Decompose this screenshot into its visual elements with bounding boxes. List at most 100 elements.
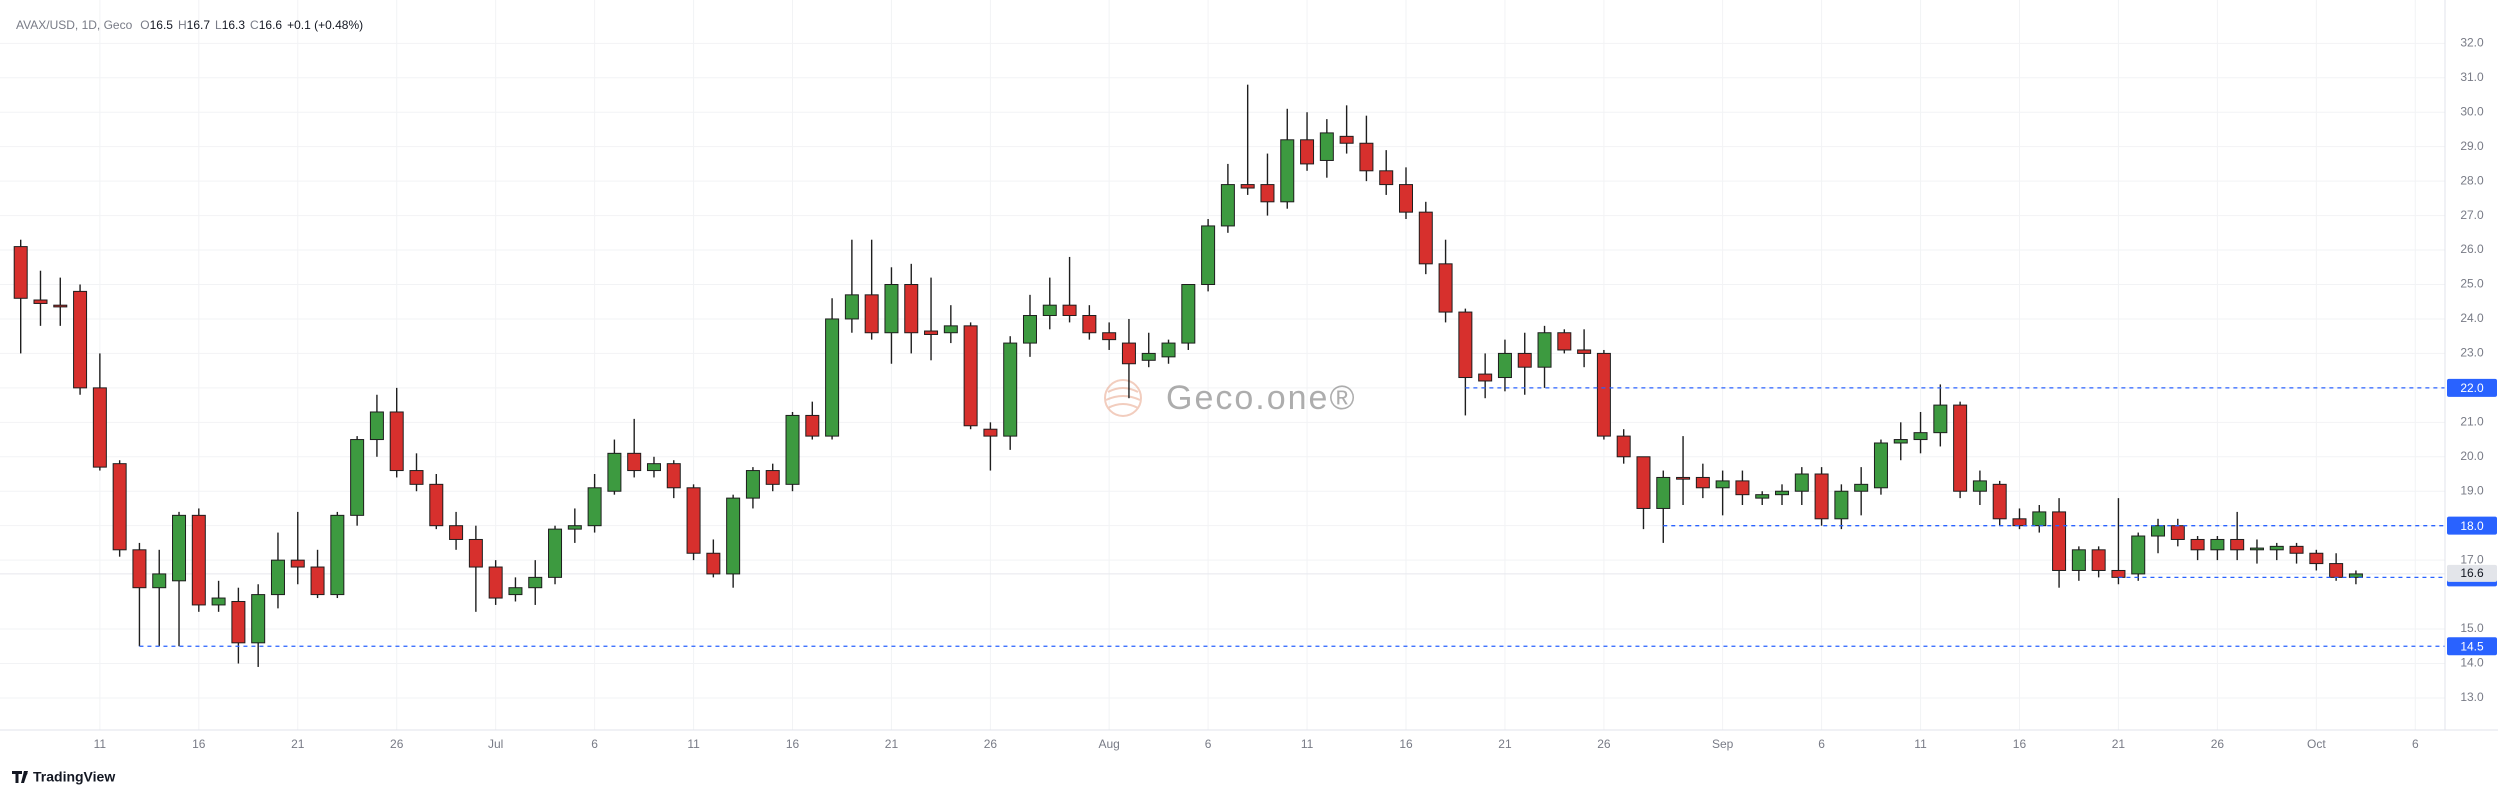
candle-body xyxy=(211,597,226,606)
candle-body xyxy=(2190,538,2205,551)
candle-body xyxy=(1359,142,1374,172)
candle-body xyxy=(983,428,998,437)
candle-body xyxy=(1913,432,1928,441)
x-tick-label: 16 xyxy=(1399,737,1413,751)
candle-body xyxy=(1240,184,1255,189)
candle-body xyxy=(1695,476,1710,489)
y-tick-label: 13.0 xyxy=(2460,690,2484,704)
y-tick-label: 17.0 xyxy=(2460,552,2484,566)
candle-body xyxy=(2230,538,2245,551)
candle-body xyxy=(1418,211,1433,265)
candle-body xyxy=(409,470,424,485)
candle-body xyxy=(1972,480,1987,492)
candle-body xyxy=(1181,284,1196,344)
y-tick-label: 28.0 xyxy=(2460,173,2484,187)
candle-body xyxy=(686,487,701,554)
candle-body xyxy=(1121,342,1136,365)
brand-logo xyxy=(12,771,28,783)
candle-body xyxy=(1082,315,1097,334)
candle-body xyxy=(2309,552,2324,565)
x-tick-label: 11 xyxy=(1301,737,1314,751)
candle-body xyxy=(270,559,285,596)
candle-body xyxy=(172,514,187,582)
candle-body xyxy=(1814,473,1829,520)
candle-body xyxy=(1834,490,1849,520)
candle-body xyxy=(1755,494,1770,499)
candle-body xyxy=(805,414,820,437)
x-tick-label: 21 xyxy=(885,737,899,751)
candle-body xyxy=(33,299,48,304)
candle-body xyxy=(1062,304,1077,317)
candle-body xyxy=(943,325,958,334)
candle-body xyxy=(53,304,68,308)
change: +0.1 (+0.48%) xyxy=(287,18,363,32)
x-tick-label: 26 xyxy=(1597,737,1611,751)
candle-body xyxy=(1636,456,1651,509)
candle-body xyxy=(2131,535,2146,575)
y-tick-label: 29.0 xyxy=(2460,139,2484,153)
candle-body xyxy=(548,528,563,578)
last-price-label: 16.6 xyxy=(2460,566,2484,580)
candle-body xyxy=(2348,573,2363,578)
y-tick-label: 24.0 xyxy=(2460,311,2484,325)
candle-body xyxy=(1022,315,1037,344)
x-tick-label: 11 xyxy=(1914,737,1927,751)
candle-body xyxy=(2170,525,2185,540)
candle-body xyxy=(488,566,503,599)
candle-body xyxy=(1478,373,1493,382)
candle-body xyxy=(2210,538,2225,551)
candle-body xyxy=(191,514,206,606)
last-price-tag xyxy=(2447,564,2497,582)
candle-body xyxy=(231,600,246,644)
candle-body xyxy=(1893,439,1908,444)
y-tick-label: 25.0 xyxy=(2460,277,2484,291)
x-tick-label: Sep xyxy=(1712,737,1734,751)
candle-body xyxy=(2091,549,2106,571)
candle-body xyxy=(1379,170,1394,186)
candle-body xyxy=(1260,184,1275,203)
price-tag-label: 18.0 xyxy=(2460,519,2484,533)
symbol: AVAX/USD, 1D, Geco xyxy=(16,18,133,32)
candle-body xyxy=(1220,184,1235,227)
x-tick-label: 21 xyxy=(291,737,305,751)
ohlc-value: 16.3 xyxy=(222,18,246,32)
candle-body xyxy=(1201,225,1216,286)
candle-body xyxy=(567,525,582,530)
candle-body xyxy=(844,294,859,320)
x-tick-label: 6 xyxy=(2412,737,2419,751)
price-tag xyxy=(2447,637,2497,656)
candle-body xyxy=(2052,511,2067,571)
header: AVAX/USD, 1D, Geco O16.5 H16.7 L16.3 C16.6 +0… xyxy=(16,18,363,32)
candle-body xyxy=(1953,404,1968,492)
candle-body xyxy=(1438,263,1453,313)
candle-body xyxy=(745,470,760,499)
candle-body xyxy=(1775,490,1790,496)
x-tick-label: 21 xyxy=(1498,737,1512,751)
candle-body xyxy=(1596,352,1611,437)
x-tick-label: 16 xyxy=(192,737,206,751)
candle-body xyxy=(290,559,305,568)
candle-body xyxy=(627,452,642,472)
plot xyxy=(13,84,2445,667)
ohlc-value: 16.5 xyxy=(150,18,174,32)
candle-body xyxy=(1656,476,1671,509)
candle-body xyxy=(2249,547,2264,551)
x-tick-label: 26 xyxy=(2211,737,2225,751)
candle-body xyxy=(2289,545,2304,554)
watermark-text: Geco.one® xyxy=(1166,379,1357,417)
candle-body xyxy=(2111,569,2126,578)
candle-body xyxy=(1319,132,1334,161)
candle-body xyxy=(1735,480,1750,496)
x-tick-label: Oct xyxy=(2307,737,2326,751)
candle-body xyxy=(1458,311,1473,379)
candle-body xyxy=(389,411,404,472)
candle-body xyxy=(884,284,899,334)
watermark: Geco.one® xyxy=(1104,379,1357,417)
candle-body xyxy=(1339,135,1354,144)
candle-body xyxy=(1300,139,1315,165)
candle-body xyxy=(152,573,167,589)
candle-body xyxy=(825,318,840,437)
candle-body xyxy=(73,290,88,389)
